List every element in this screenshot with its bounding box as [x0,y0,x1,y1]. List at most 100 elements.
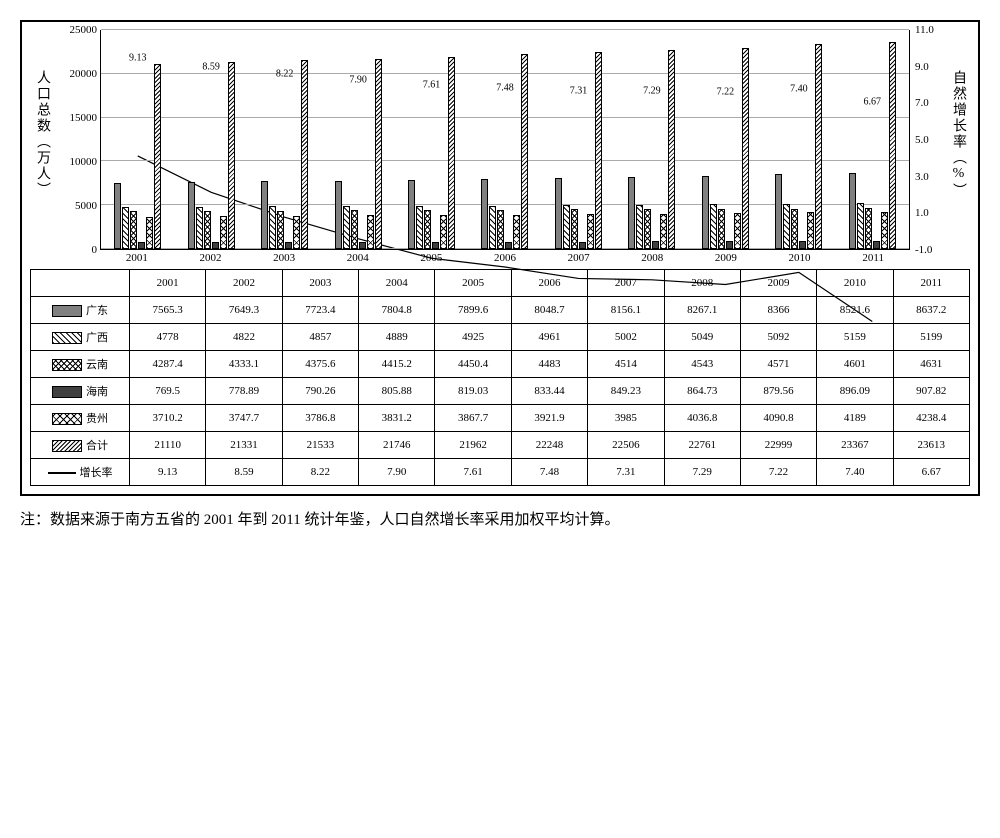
bar [668,50,675,249]
table-cell: 4036.8 [664,405,740,432]
bar [791,209,798,249]
bar [799,241,806,249]
table-cell: 7.90 [359,459,435,486]
table-cell: 4514 [588,351,664,378]
year-group [762,30,835,249]
legend-cell: 贵州 [31,405,130,432]
year-group [321,30,394,249]
bar [114,183,121,249]
table-cell: 4090.8 [740,405,816,432]
table-cell: 833.44 [511,378,587,405]
bar [571,209,578,249]
table-cell: 21746 [359,432,435,459]
plot-area: 9.138.598.227.907.617.487.317.297.227.40… [100,30,910,250]
table-cell: 4450.4 [435,351,511,378]
table-cell: 21962 [435,432,511,459]
table-cell: 23613 [893,432,969,459]
table-cell: 907.82 [893,378,969,405]
table-cell: 4543 [664,351,740,378]
table-cell: 7.29 [664,459,740,486]
table-cell: 4333.1 [206,351,282,378]
table-cell: 5199 [893,324,969,351]
bar [351,210,358,249]
bar [432,242,439,249]
table-cell: 769.5 [130,378,206,405]
table-header-year: 2006 [511,270,587,297]
year-group [542,30,615,249]
legend-cell: 广西 [31,324,130,351]
year-group [174,30,247,249]
bar [228,62,235,249]
table-cell: 3786.8 [282,405,358,432]
table-cell: 4571 [740,351,816,378]
table-cell: 5092 [740,324,816,351]
table-cell: 4189 [817,405,893,432]
bar [122,207,129,249]
bar [726,241,733,249]
table-cell: 4961 [511,324,587,351]
table-cell: 4925 [435,324,511,351]
x-axis-labels: 2001200220032004200520062007200820092010… [100,250,910,270]
table-cell: 3921.9 [511,405,587,432]
bar [497,210,504,249]
bar [130,211,137,249]
bar [440,215,447,249]
table-cell: 5159 [817,324,893,351]
year-group [248,30,321,249]
bar [889,42,896,249]
bar [873,241,880,249]
bar [734,213,741,249]
table-cell: 21533 [282,432,358,459]
bar [521,54,528,249]
bar [636,205,643,249]
table-cell: 7723.4 [282,297,358,324]
y-left-axis-label: 人口总数（万人） [32,70,52,198]
bar [815,44,822,249]
bar [742,48,749,249]
table-cell: 7565.3 [130,297,206,324]
bar [718,209,725,249]
table-cell: 22999 [740,432,816,459]
table-cell: 21110 [130,432,206,459]
chart-area: 人口总数（万人） 自然增长率（%） 0500010000150002000025… [30,30,970,270]
table-cell: 7.48 [511,459,587,486]
footnote: 注：数据来源于南方五省的 2001 年到 2011 统计年鉴，人口自然增长率采用… [20,508,980,529]
bar [424,210,431,249]
year-group [615,30,688,249]
table-cell: 3747.7 [206,405,282,432]
table-cell: 4889 [359,324,435,351]
y-right-axis-label: 自然增长率（%） [948,70,968,199]
table-cell: 8.22 [282,459,358,486]
bar [196,207,203,249]
data-table: 2001200220032004200520062007200820092010… [30,269,970,486]
table-cell: 4822 [206,324,282,351]
table-cell: 7.31 [588,459,664,486]
table-cell: 7.61 [435,459,511,486]
table-header-year: 2007 [588,270,664,297]
year-group [689,30,762,249]
bar [595,52,602,249]
bar [881,212,888,249]
table-cell: 22761 [664,432,740,459]
table-cell: 8366 [740,297,816,324]
table-header-year: 2011 [893,270,969,297]
bar [359,242,366,249]
bar [416,206,423,249]
table-header-year: 2001 [130,270,206,297]
bar [408,180,415,249]
table-cell: 6.67 [893,459,969,486]
table-cell: 778.89 [206,378,282,405]
bar [563,205,570,249]
year-group [468,30,541,249]
bar [710,204,717,249]
y-left-ticks: 0500010000150002000025000 [52,30,97,250]
bar [660,214,667,249]
bar [269,206,276,249]
bar [505,242,512,249]
table-cell: 849.23 [588,378,664,405]
bar [138,242,145,249]
legend-cell: 增长率 [31,459,130,486]
table-cell: 4601 [817,351,893,378]
bar [375,59,382,249]
table-cell: 790.26 [282,378,358,405]
